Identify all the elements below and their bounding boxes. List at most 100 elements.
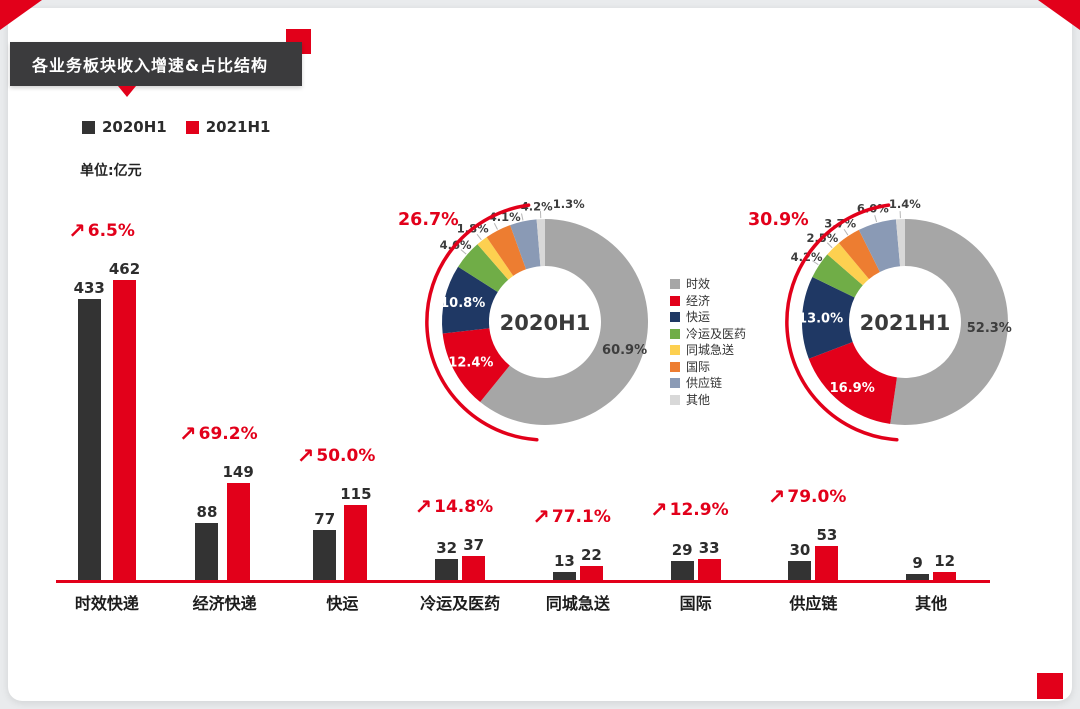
donut-segment-其他 [536,219,545,267]
growth-arrow-icon: ↗ [532,504,550,529]
bar-value-label: 9 [912,554,923,573]
donut-legend-item: 国际 [670,361,746,373]
bar-2020H1 [77,298,101,580]
bar-with-label: 9 [906,554,930,580]
bar-group: 13 22 ↗ 77.1% [519,258,637,580]
label-leader-line [460,249,467,255]
legend-label: 快运 [686,310,711,324]
legend-label: 供应链 [686,376,723,390]
annotation-percent: 26.7% [398,210,459,230]
bar-2020H1 [435,559,459,580]
corner-accent-bottom-right-icon [1037,673,1063,699]
growth-label: ↗ 6.5% [68,221,135,242]
page-title: 各业务板块收入增速&占比结构 [32,56,268,75]
bar-2020H1 [906,574,930,580]
donut-segment-国际 [486,225,527,276]
donut-segment-供应链 [858,219,901,272]
growth-label: ↗ 69.2% [179,424,258,445]
donut-value-label: 60.9% [602,343,647,358]
label-leader-line [843,228,849,236]
bar-value-label: 12 [934,552,956,571]
legend-swatch-2021 [185,120,199,134]
bar-value-label: 37 [463,536,485,554]
growth-label: ↗ 77.1% [532,504,611,529]
title-banner: 各业务板块收入增速&占比结构 [10,42,302,86]
legend-label: 其他 [686,392,711,407]
bar-2021H1 [344,505,368,580]
donut-center-title: 2021H1 [860,311,951,335]
growth-percent: 77.1% [551,506,611,527]
donut-value-label: 12.4% [448,356,493,371]
bar-value-label: 22 [580,545,602,564]
series-legend: 2020H1 2021H1 [82,118,271,136]
growth-label: ↗ 79.0% [768,486,847,508]
bar-with-label: 115 [340,485,372,580]
bar-2020H1 [195,522,219,580]
donut-segment-时效 [480,219,649,425]
bar-with-label: 29 [670,541,694,580]
donut-segment-国际 [838,229,880,280]
legend-label-2021: 2021H1 [205,118,271,136]
donut-legend: 时效 经济 快运 冷运及医药 同城急送 国际 供应链 其他 [670,278,746,410]
legend-swatch [670,295,680,306]
bar-with-label: 462 [109,260,140,580]
x-axis-line [56,580,990,583]
donut-legend-item: 同城急送 [670,344,746,356]
x-axis-category: 冷运及医药 [420,594,501,613]
bar-with-label: 37 [462,536,486,580]
bar-group: 433 462 ↗ 6.5% [48,221,166,580]
bar-group: 77 115 ↗ 50.0% [284,258,402,580]
donut-segment-时效 [890,219,1008,425]
legend-label-2020: 2020H1 [102,118,167,136]
bar-value-label: 115 [340,485,372,504]
legend-label: 冷运及医药 [686,326,747,341]
donut-legend-item: 经济 [670,295,746,307]
legend-swatch [670,328,680,339]
bar-with-label: 149 [222,463,254,580]
bar-with-label: 77 [313,510,337,580]
donut-segment-经济 [442,328,510,403]
bar-group: 32 37 ↗ 14.8% [401,258,519,580]
bar-with-label: 32 [435,539,459,580]
bar-2020H1 [788,560,812,580]
growth-percent: 50.0% [316,446,376,467]
bar-with-label: 433 [74,279,105,580]
donut-segment-冷运及医药 [812,254,863,298]
corner-accent-top-right-icon [1038,0,1080,30]
donut-segment-其他 [895,219,905,267]
bar-2020H1 [670,561,694,580]
donut-legend-item: 快运 [670,311,746,323]
legend-swatch [670,361,680,372]
bar-group: 29 33 ↗ 12.9% [637,258,755,580]
growth-arrow-icon: ↗ [414,494,433,519]
bar-group: 88 149 ↗ 69.2% [166,258,284,580]
legend-swatch [670,312,680,322]
donut-chart-2021: 52.3%16.9%13.0%4.2%2.5%3.7%6.0% 1.4%2021H… [748,197,1012,442]
donut-legend-item: 冷运及医药 [670,328,746,340]
x-axis-category: 供应链 [789,594,838,613]
growth-percent: 6.5% [87,221,135,241]
bar-value-label: 462 [108,260,141,278]
bar-value-label: 149 [222,463,254,482]
bar-chart-groups: 433 462 ↗ 6.5% 88 149 ↗ 69.2% 77 115 ↗ 50.0% 32 37 ↗ 14… [48,221,990,580]
x-axis-category: 经济快递 [192,594,257,613]
bar-with-label: 12 [933,552,957,580]
bar-2021H1 [226,483,250,580]
bar-2021H1 [579,565,603,580]
growth-label: ↗ 50.0% [297,446,376,467]
bar-value-label: 29 [671,541,693,560]
label-leader-line [826,242,833,249]
bar-with-label: 22 [579,545,603,580]
growth-arrow-icon: ↗ [68,219,86,243]
legend-swatch [670,378,680,388]
donut-value-label: 1.3% [553,197,585,211]
donut-segment-供应链 [510,219,541,270]
bar-value-label: 32 [436,539,458,558]
bar-with-label: 33 [697,539,721,580]
bar-with-label: 88 [195,502,219,580]
donut-segment-同城急送 [827,243,870,286]
bar-with-label: 13 [552,552,576,580]
bar-value-label: 88 [196,502,218,521]
annotation-percent: 30.9% [748,210,809,230]
